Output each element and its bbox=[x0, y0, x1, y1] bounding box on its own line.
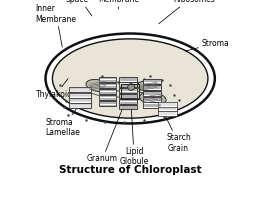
Ellipse shape bbox=[45, 33, 215, 124]
Bar bbox=[69, 88, 91, 92]
Text: Stroma: Stroma bbox=[185, 39, 229, 51]
Ellipse shape bbox=[86, 79, 109, 91]
Text: Structure of Chloroplast: Structure of Chloroplast bbox=[59, 166, 201, 175]
Bar bbox=[99, 101, 116, 106]
Ellipse shape bbox=[139, 92, 166, 105]
Text: Thylakoids: Thylakoids bbox=[36, 78, 77, 99]
Bar bbox=[143, 103, 161, 108]
Bar bbox=[99, 95, 116, 100]
Text: Chloroplast
Ribosomes: Chloroplast Ribosomes bbox=[159, 0, 217, 24]
Bar bbox=[69, 98, 91, 103]
Bar bbox=[121, 84, 139, 99]
Text: Stroma
Lamellae: Stroma Lamellae bbox=[45, 90, 90, 137]
Bar bbox=[143, 79, 161, 84]
Bar bbox=[119, 82, 137, 87]
Ellipse shape bbox=[137, 81, 161, 92]
Bar bbox=[158, 102, 177, 107]
Text: Starch
Grain: Starch Grain bbox=[159, 102, 191, 153]
Bar bbox=[119, 77, 137, 82]
Bar bbox=[99, 89, 116, 94]
Bar bbox=[69, 104, 91, 108]
Text: Granum: Granum bbox=[87, 94, 128, 163]
Bar bbox=[119, 105, 137, 109]
Bar bbox=[119, 88, 137, 93]
Bar bbox=[158, 111, 177, 116]
Bar bbox=[158, 106, 177, 111]
Bar bbox=[143, 97, 161, 102]
Text: Inner
Membrane: Inner Membrane bbox=[36, 4, 77, 47]
Bar bbox=[119, 93, 137, 98]
Circle shape bbox=[128, 84, 135, 90]
Bar bbox=[69, 93, 91, 98]
Bar bbox=[143, 91, 161, 96]
Bar bbox=[99, 77, 116, 82]
Bar bbox=[143, 85, 161, 90]
Bar bbox=[119, 99, 137, 104]
Text: Fluid-Filled
Space: Fluid-Filled Space bbox=[56, 0, 98, 16]
Ellipse shape bbox=[52, 39, 208, 118]
Text: Outer
Membrane: Outer Membrane bbox=[98, 0, 139, 9]
Bar bbox=[99, 83, 116, 88]
Text: Lipid
Globule: Lipid Globule bbox=[119, 106, 149, 166]
